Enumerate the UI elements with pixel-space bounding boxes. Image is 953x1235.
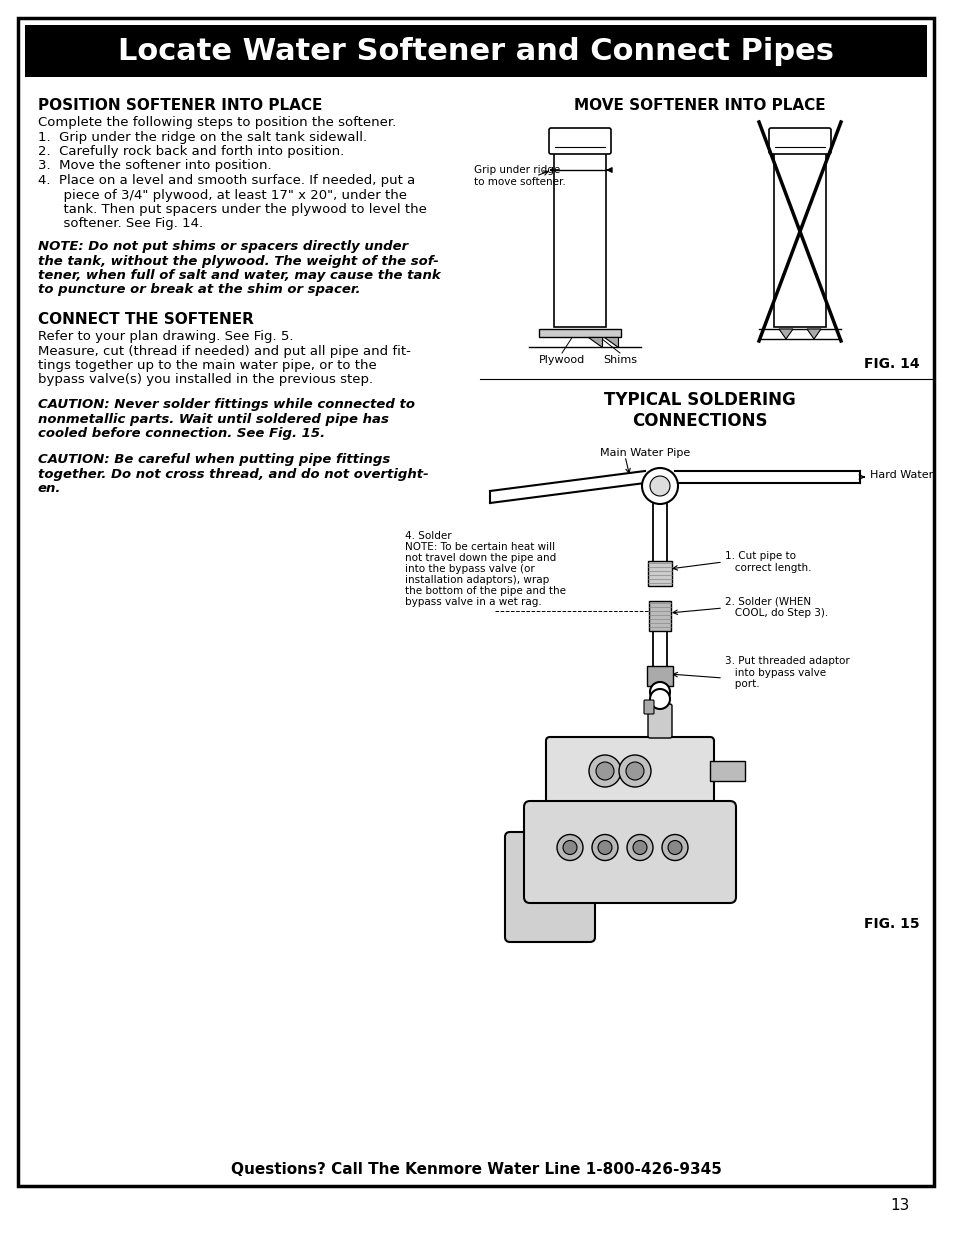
Polygon shape bbox=[779, 329, 792, 338]
Text: Main Water Pipe: Main Water Pipe bbox=[599, 448, 690, 458]
Text: NOTE: To be certain heat will: NOTE: To be certain heat will bbox=[405, 542, 555, 552]
Bar bbox=[773, 152, 825, 327]
Text: Complete the following steps to position the softener.: Complete the following steps to position… bbox=[38, 116, 395, 128]
Text: the tank, without the plywood. The weight of the sof-: the tank, without the plywood. The weigh… bbox=[38, 254, 438, 268]
Text: CONNECT THE SOFTENER: CONNECT THE SOFTENER bbox=[38, 312, 253, 327]
Text: 2. Solder (WHEN
   COOL, do Step 3).: 2. Solder (WHEN COOL, do Step 3). bbox=[724, 597, 827, 618]
Text: into the bypass valve (or: into the bypass valve (or bbox=[405, 564, 535, 574]
FancyBboxPatch shape bbox=[545, 737, 713, 818]
Circle shape bbox=[649, 689, 669, 709]
Text: TYPICAL SOLDERING
CONNECTIONS: TYPICAL SOLDERING CONNECTIONS bbox=[603, 391, 795, 430]
Text: piece of 3/4" plywood, at least 17" x 20", under the: piece of 3/4" plywood, at least 17" x 20… bbox=[38, 189, 407, 201]
Circle shape bbox=[625, 762, 643, 781]
Text: FIG. 15: FIG. 15 bbox=[863, 918, 919, 931]
Bar bbox=[648, 601, 670, 631]
Polygon shape bbox=[806, 329, 821, 338]
Text: bypass valve in a wet rag.: bypass valve in a wet rag. bbox=[405, 597, 541, 606]
FancyBboxPatch shape bbox=[504, 832, 595, 942]
Circle shape bbox=[557, 835, 582, 861]
Text: 4. Solder: 4. Solder bbox=[405, 531, 451, 541]
Circle shape bbox=[596, 762, 614, 781]
Text: 1. Cut pipe to
   correct length.: 1. Cut pipe to correct length. bbox=[724, 551, 811, 573]
Bar bbox=[538, 329, 620, 337]
Text: the bottom of the pipe and the: the bottom of the pipe and the bbox=[405, 585, 565, 597]
Text: installation adaptors), wrap: installation adaptors), wrap bbox=[405, 576, 549, 585]
Bar bbox=[646, 666, 672, 685]
Text: CAUTION: Be careful when putting pipe fittings: CAUTION: Be careful when putting pipe fi… bbox=[38, 453, 390, 467]
Text: tings together up to the main water pipe, or to the: tings together up to the main water pipe… bbox=[38, 359, 376, 372]
Text: not travel down the pipe and: not travel down the pipe and bbox=[405, 553, 556, 563]
Circle shape bbox=[562, 841, 577, 855]
Circle shape bbox=[667, 841, 681, 855]
Text: cooled before connection. See Fig. 15.: cooled before connection. See Fig. 15. bbox=[38, 427, 325, 440]
Polygon shape bbox=[587, 337, 601, 347]
Text: CAUTION: Never solder fittings while connected to: CAUTION: Never solder fittings while con… bbox=[38, 398, 415, 411]
Text: together. Do not cross thread, and do not overtight-: together. Do not cross thread, and do no… bbox=[38, 468, 428, 480]
Circle shape bbox=[588, 755, 620, 787]
Bar bbox=[647, 561, 671, 585]
FancyBboxPatch shape bbox=[643, 700, 654, 714]
Text: to puncture or break at the shim or spacer.: to puncture or break at the shim or spac… bbox=[38, 284, 360, 296]
Text: Plywood: Plywood bbox=[538, 354, 584, 366]
Circle shape bbox=[598, 841, 612, 855]
Bar bbox=[709, 761, 744, 781]
Text: Grip under ridge
to move softener.: Grip under ridge to move softener. bbox=[474, 165, 565, 186]
Text: MOVE SOFTENER INTO PLACE: MOVE SOFTENER INTO PLACE bbox=[574, 98, 825, 112]
Text: Refer to your plan drawing. See Fig. 5.: Refer to your plan drawing. See Fig. 5. bbox=[38, 330, 294, 343]
Text: NOTE: Do not put shims or spacers directly under: NOTE: Do not put shims or spacers direct… bbox=[38, 240, 408, 253]
Text: 3.  Move the softener into position.: 3. Move the softener into position. bbox=[38, 159, 272, 173]
Text: nonmetallic parts. Wait until soldered pipe has: nonmetallic parts. Wait until soldered p… bbox=[38, 412, 389, 426]
Text: Locate Water Softener and Connect Pipes: Locate Water Softener and Connect Pipes bbox=[118, 37, 833, 65]
FancyBboxPatch shape bbox=[523, 802, 735, 903]
FancyBboxPatch shape bbox=[647, 704, 671, 739]
FancyBboxPatch shape bbox=[768, 128, 830, 154]
Text: 13: 13 bbox=[890, 1198, 909, 1213]
Text: bypass valve(s) you installed in the previous step.: bypass valve(s) you installed in the pre… bbox=[38, 373, 373, 387]
Circle shape bbox=[649, 682, 669, 701]
Text: Measure, cut (thread if needed) and put all pipe and fit-: Measure, cut (thread if needed) and put … bbox=[38, 345, 411, 357]
FancyBboxPatch shape bbox=[548, 128, 610, 154]
Text: softener. See Fig. 14.: softener. See Fig. 14. bbox=[38, 217, 203, 231]
Text: 4.  Place on a level and smooth surface. If needed, put a: 4. Place on a level and smooth surface. … bbox=[38, 174, 415, 186]
Circle shape bbox=[661, 835, 687, 861]
Bar bbox=[25, 25, 926, 77]
Circle shape bbox=[618, 755, 650, 787]
Text: Questions? Call The Kenmore Water Line 1-800-426-9345: Questions? Call The Kenmore Water Line 1… bbox=[231, 1162, 720, 1177]
Circle shape bbox=[633, 841, 646, 855]
Text: 3. Put threaded adaptor
   into bypass valve
   port.: 3. Put threaded adaptor into bypass valv… bbox=[724, 656, 849, 689]
Text: FIG. 14: FIG. 14 bbox=[863, 357, 919, 370]
Text: Hard Water: Hard Water bbox=[869, 471, 932, 480]
Circle shape bbox=[626, 835, 652, 861]
Circle shape bbox=[592, 835, 618, 861]
Text: tener, when full of salt and water, may cause the tank: tener, when full of salt and water, may … bbox=[38, 269, 440, 282]
Circle shape bbox=[641, 468, 678, 504]
Text: en.: en. bbox=[38, 483, 61, 495]
Text: 2.  Carefully rock back and forth into position.: 2. Carefully rock back and forth into po… bbox=[38, 144, 344, 158]
Circle shape bbox=[649, 475, 669, 496]
Bar bbox=[554, 152, 605, 327]
Text: Shims: Shims bbox=[602, 354, 637, 366]
Polygon shape bbox=[603, 337, 618, 347]
Text: tank. Then put spacers under the plywood to level the: tank. Then put spacers under the plywood… bbox=[38, 203, 426, 216]
Text: 1.  Grip under the ridge on the salt tank sidewall.: 1. Grip under the ridge on the salt tank… bbox=[38, 131, 367, 143]
Text: POSITION SOFTENER INTO PLACE: POSITION SOFTENER INTO PLACE bbox=[38, 98, 322, 112]
